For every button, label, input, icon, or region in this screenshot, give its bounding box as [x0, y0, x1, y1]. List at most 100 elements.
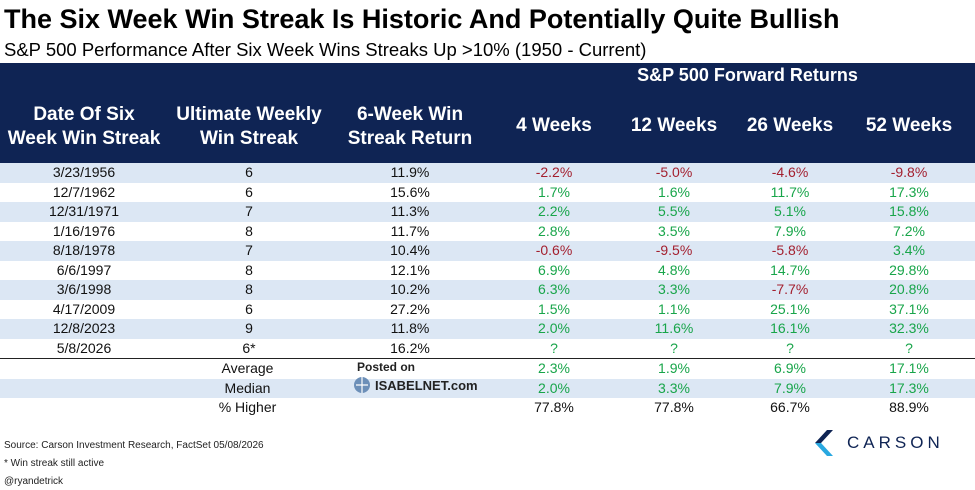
data-table: 3/23/1956 6 11.9% -2.2% -5.0% -4.6% -9.8% 12/7/… [0, 163, 975, 358]
col-streak-header: Ultimate Weekly Win Streak [176, 104, 322, 149]
summary-cell-w52: 17.1% [889, 360, 929, 376]
cell-ret: 27.2% [390, 300, 430, 317]
cell-w12: 3.3% [658, 281, 690, 297]
cell-date: 8/18/1978 [52, 242, 116, 258]
table-divider [0, 358, 975, 359]
cell-ret: 10.4% [390, 242, 430, 258]
watermark-posted: Posted on [357, 360, 416, 374]
cell-date: 3/6/1998 [56, 281, 112, 297]
cell-ret: 11.3% [390, 203, 430, 219]
cell-w4: ? [550, 339, 558, 356]
cell-date: 6/6/1997 [56, 261, 112, 278]
cell-w12: 3.5% [658, 222, 690, 239]
table-row: 6/6/1997 8 12.1% 6.9% 4.8% 14.7% 29.8% [0, 261, 975, 281]
cell-w26: ? [786, 339, 794, 356]
cell-w26: -4.6% [771, 164, 809, 180]
cell-w26: 14.7% [770, 261, 810, 278]
carson-mark-icon [815, 430, 833, 456]
cell-w12: 1.6% [658, 183, 690, 200]
cell-streak: 8 [245, 281, 253, 297]
page-subtitle: S&P 500 Performance After Six Week Wins … [4, 39, 647, 60]
summary-label: Average [221, 360, 274, 376]
watermark-site: ISABELNET.com [375, 377, 478, 393]
cell-date: 3/23/1956 [52, 164, 116, 180]
summary-cell-w26: 66.7% [770, 399, 810, 415]
table-row: 5/8/2026 6* 16.2%???? [0, 339, 975, 359]
summary-cell-w12: 1.9% [658, 360, 690, 376]
cell-w4: 1.5% [538, 300, 570, 317]
summary-cell-w4: 77.8% [534, 399, 574, 415]
summary-label: Median [224, 379, 271, 396]
footer-note: * Win streak still active [4, 458, 105, 469]
cell-date: 12/31/1971 [48, 203, 120, 219]
cell-w4: 6.9% [538, 261, 570, 278]
cell-w52: 20.8% [889, 281, 929, 297]
cell-ret: 11.8% [390, 320, 430, 336]
table-row: 3/23/1956 6 11.9% -2.2% -5.0% -4.6% -9.8% [0, 163, 975, 183]
cell-streak: 8 [245, 222, 253, 239]
table-row: 12/8/2023 9 11.8% 2.0% 11.6% 16.1% 32.3% [0, 319, 975, 339]
cell-date: 4/17/2009 [52, 300, 116, 317]
table-row: 4/17/2009 6 27.2% 1.5% 1.1% 25.1% 37.1% [0, 300, 975, 320]
table-row: 12/7/1962 6 15.6% 1.7% 1.6% 11.7% 17.3% [0, 183, 975, 203]
cell-w4: 2.8% [538, 222, 570, 239]
cell-w26: 5.1% [774, 203, 806, 219]
summary-table: Average 2.3% 1.9% 6.9% 17.1% Median 2.0% 3.3% 7.… [0, 359, 975, 418]
cell-w52: 32.3% [889, 320, 929, 336]
cell-w12: 4.8% [658, 261, 690, 278]
footer-handle: @ryandetrick [4, 476, 64, 487]
summary-cell-w4: 2.3% [538, 360, 570, 376]
cell-w26: 11.7% [770, 183, 810, 200]
footer-source: Source: Carson Investment Research, Fact… [4, 440, 264, 451]
cell-streak: 6* [242, 339, 256, 356]
cell-streak: 6 [245, 300, 253, 317]
page-title: The Six Week Win Streak Is Historic And … [4, 4, 840, 34]
summary-cell-w12: 77.8% [654, 399, 694, 415]
cell-date: 12/8/2023 [52, 320, 116, 336]
cell-streak: 9 [245, 320, 253, 336]
summary-row: % Higher 77.8% 77.8% 66.7% 88.9% [0, 398, 975, 418]
col-52w-header: 52 Weeks [865, 115, 953, 136]
cell-w26: 25.1% [770, 300, 810, 317]
cell-w26: 16.1% [770, 320, 810, 336]
cell-date: 1/16/1976 [52, 222, 116, 239]
cell-ret: 11.9% [390, 164, 430, 180]
cell-w12: 11.6% [654, 320, 694, 336]
carson-logo: CARSON [815, 430, 944, 456]
cell-date: 5/8/2026 [56, 339, 112, 356]
cell-w26: -5.8% [771, 242, 809, 258]
cell-w52: 7.2% [893, 222, 925, 239]
cell-w52: 37.1% [889, 300, 929, 317]
summary-row: Median 2.0% 3.3% 7.9% 17.3% [0, 378, 975, 398]
cell-w52: 3.4% [893, 242, 925, 258]
carson-name: CARSON [847, 433, 944, 452]
cell-w26: 7.9% [774, 222, 806, 239]
watermark-logo: ISABELNET.com [353, 376, 478, 394]
cell-w12: -9.5% [655, 242, 693, 258]
cell-w52: 15.8% [889, 203, 929, 219]
globe-icon [354, 377, 370, 393]
cell-w4: 2.2% [538, 203, 570, 219]
cell-ret: 16.2% [390, 339, 430, 356]
cell-w4: 6.3% [538, 281, 570, 297]
cell-ret: 11.7% [390, 222, 430, 239]
summary-cell-w26: 6.9% [774, 360, 806, 376]
cell-streak: 7 [245, 242, 253, 258]
cell-w12: 5.5% [658, 203, 690, 219]
cell-ret: 15.6% [390, 183, 430, 200]
cell-w12: ? [670, 339, 678, 356]
cell-streak: 7 [245, 203, 253, 219]
table-row: 3/6/1998 8 10.2% 6.3% 3.3% -7.7% 20.8% [0, 280, 975, 300]
cell-w4: 2.0% [538, 320, 570, 336]
cell-streak: 6 [245, 164, 253, 180]
summary-cell-w4: 2.0% [538, 379, 570, 396]
cell-w4: -0.6% [535, 242, 573, 258]
table-row: 8/18/1978 7 10.4% -0.6% -9.5% -5.8% 3.4% [0, 241, 975, 261]
col-4w-header: 4 Weeks [516, 115, 592, 136]
summary-cell-w52: 17.3% [889, 379, 929, 396]
col-12w-header: 12 Weeks [630, 115, 718, 136]
cell-w26: -7.7% [771, 281, 809, 297]
cell-w52: ? [905, 339, 913, 356]
forward-returns-header: S&P 500 Forward Returns [637, 65, 858, 85]
cell-w12: -5.0% [655, 164, 693, 180]
